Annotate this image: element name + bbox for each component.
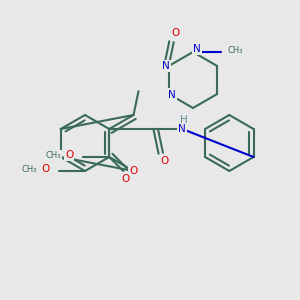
Text: O: O: [129, 166, 138, 176]
Text: CH₃: CH₃: [46, 151, 61, 160]
Text: N: N: [167, 89, 175, 99]
Text: N: N: [168, 90, 176, 100]
Text: O: O: [65, 150, 74, 160]
Text: CH₃: CH₃: [21, 164, 37, 173]
Text: O: O: [172, 28, 180, 38]
Text: O: O: [41, 164, 49, 174]
Text: O: O: [121, 174, 129, 184]
Text: N: N: [193, 44, 201, 54]
Text: CH₃: CH₃: [227, 46, 243, 55]
Text: N: N: [162, 61, 170, 71]
Text: O: O: [172, 29, 180, 39]
Text: H: H: [181, 115, 188, 125]
Text: O: O: [161, 156, 169, 166]
Text: N: N: [178, 124, 186, 134]
